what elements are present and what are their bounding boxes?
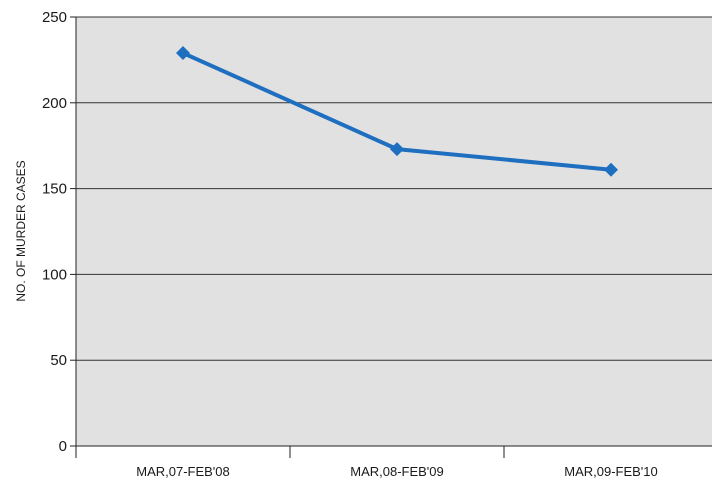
x-tick-label: MAR,07-FEB'08 [136, 464, 230, 479]
y-tick-label: 100 [42, 266, 67, 283]
y-tick-label: 200 [42, 95, 67, 112]
y-tick-label: 250 [42, 9, 67, 26]
x-axis: MAR,07-FEB'08 MAR,08-FEB'09 MAR,09-FEB'10 [75, 445, 712, 479]
plot-area [76, 17, 712, 446]
x-tick-label: MAR,09-FEB'10 [564, 464, 658, 479]
x-tick-label: MAR,08-FEB'09 [350, 464, 444, 479]
y-tick-label: 50 [50, 352, 67, 369]
y-axis-title: NO. OF MURDER CASES [14, 160, 28, 301]
data-point-marker [604, 162, 618, 177]
y-tick-label: 150 [42, 181, 67, 198]
gridlines [76, 16, 712, 361]
data-point-marker [176, 46, 190, 61]
series-group [176, 46, 618, 177]
y-tick-label: 0 [59, 438, 67, 455]
data-point-marker [390, 142, 404, 157]
y-axis: 0 50 100 150 200 250 [42, 9, 77, 455]
